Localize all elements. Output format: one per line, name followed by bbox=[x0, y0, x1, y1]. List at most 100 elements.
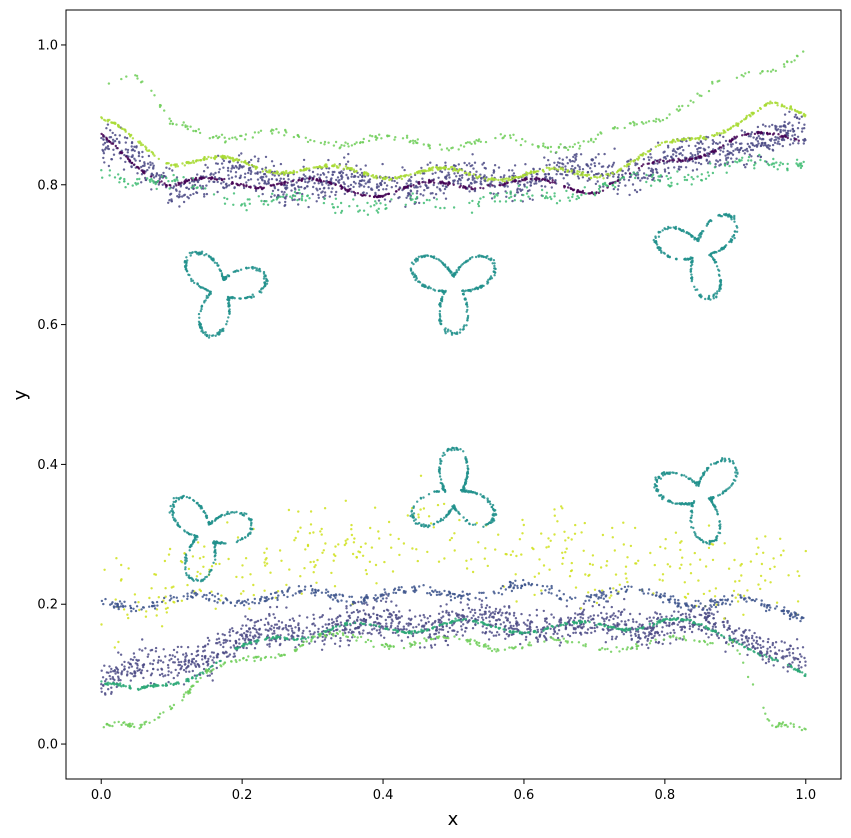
data-point bbox=[576, 195, 579, 198]
data-point bbox=[270, 128, 274, 131]
data-point bbox=[108, 140, 111, 143]
data-point bbox=[215, 638, 219, 641]
data-point bbox=[690, 183, 693, 186]
data-point bbox=[630, 173, 633, 176]
data-point bbox=[271, 635, 275, 639]
data-point bbox=[658, 161, 661, 164]
data-point bbox=[451, 629, 454, 632]
data-point bbox=[383, 181, 386, 185]
data-point bbox=[586, 171, 589, 174]
data-point bbox=[466, 178, 469, 182]
data-point bbox=[637, 167, 641, 170]
data-point bbox=[231, 159, 235, 162]
data-point bbox=[606, 184, 609, 188]
data-point bbox=[612, 187, 615, 191]
data-point bbox=[323, 630, 326, 633]
data-point bbox=[457, 169, 460, 172]
data-point bbox=[394, 175, 397, 179]
data-point bbox=[646, 177, 649, 180]
data-point bbox=[366, 632, 369, 635]
data-point bbox=[228, 137, 231, 140]
data-point bbox=[482, 187, 485, 190]
data-point bbox=[714, 162, 717, 166]
data-point bbox=[182, 194, 185, 197]
data-point bbox=[187, 178, 191, 182]
data-point bbox=[247, 171, 250, 175]
data-point bbox=[800, 115, 803, 118]
data-point bbox=[150, 89, 153, 93]
data-point bbox=[351, 636, 354, 639]
data-point bbox=[584, 631, 587, 634]
data-point bbox=[214, 171, 217, 175]
data-point bbox=[594, 172, 598, 176]
data-point bbox=[238, 165, 241, 168]
data-point bbox=[609, 628, 612, 632]
data-point bbox=[107, 688, 110, 691]
data-point bbox=[447, 173, 451, 176]
data-point bbox=[277, 188, 280, 192]
data-point bbox=[673, 631, 676, 634]
data-point bbox=[573, 153, 576, 157]
data-point bbox=[296, 191, 300, 195]
data-point bbox=[584, 192, 588, 195]
data-point bbox=[132, 652, 136, 655]
data-point bbox=[334, 211, 337, 215]
data-point bbox=[665, 116, 669, 120]
data-point bbox=[715, 131, 719, 135]
data-point bbox=[113, 122, 117, 126]
data-point bbox=[148, 178, 151, 182]
data-point bbox=[182, 200, 186, 204]
data-point bbox=[393, 179, 396, 183]
data-point bbox=[458, 177, 461, 180]
data-point bbox=[494, 610, 497, 613]
data-point bbox=[586, 179, 589, 182]
data-point bbox=[277, 620, 281, 623]
data-point bbox=[170, 671, 173, 674]
data-point bbox=[102, 143, 105, 146]
data-point bbox=[772, 157, 775, 161]
data-point bbox=[640, 153, 644, 157]
data-point bbox=[772, 165, 776, 168]
data-point bbox=[253, 627, 256, 631]
data-point bbox=[535, 625, 538, 629]
data-point bbox=[528, 625, 531, 628]
data-point bbox=[687, 144, 691, 147]
data-point bbox=[388, 613, 391, 616]
data-point bbox=[666, 160, 669, 163]
data-point bbox=[557, 629, 561, 632]
data-point bbox=[791, 661, 794, 664]
data-point bbox=[572, 626, 575, 630]
data-point bbox=[681, 612, 684, 616]
data-point bbox=[610, 165, 614, 168]
data-point bbox=[190, 652, 193, 656]
data-point bbox=[109, 129, 112, 132]
data-point bbox=[188, 670, 191, 673]
data-point bbox=[152, 176, 156, 179]
data-point bbox=[776, 659, 779, 662]
data-point bbox=[581, 168, 585, 171]
data-point bbox=[191, 177, 194, 180]
data-point bbox=[251, 136, 254, 139]
data-point bbox=[189, 125, 192, 128]
data-point bbox=[770, 101, 774, 105]
data-point bbox=[124, 685, 128, 688]
data-point bbox=[284, 186, 287, 190]
data-point bbox=[266, 634, 269, 637]
data-point bbox=[305, 177, 309, 180]
data-point bbox=[457, 148, 460, 151]
data-point bbox=[410, 630, 414, 633]
data-point bbox=[169, 682, 172, 685]
data-point bbox=[734, 124, 738, 127]
data-point bbox=[746, 639, 749, 642]
data-point bbox=[238, 642, 241, 645]
data-point bbox=[433, 625, 436, 629]
data-point bbox=[283, 204, 286, 208]
data-point bbox=[728, 164, 731, 168]
data-point bbox=[282, 177, 285, 181]
data-point bbox=[767, 163, 771, 167]
data-point bbox=[293, 198, 296, 201]
data-point bbox=[590, 631, 593, 634]
data-point bbox=[232, 203, 235, 206]
data-point bbox=[309, 138, 312, 142]
data-point bbox=[136, 172, 139, 175]
